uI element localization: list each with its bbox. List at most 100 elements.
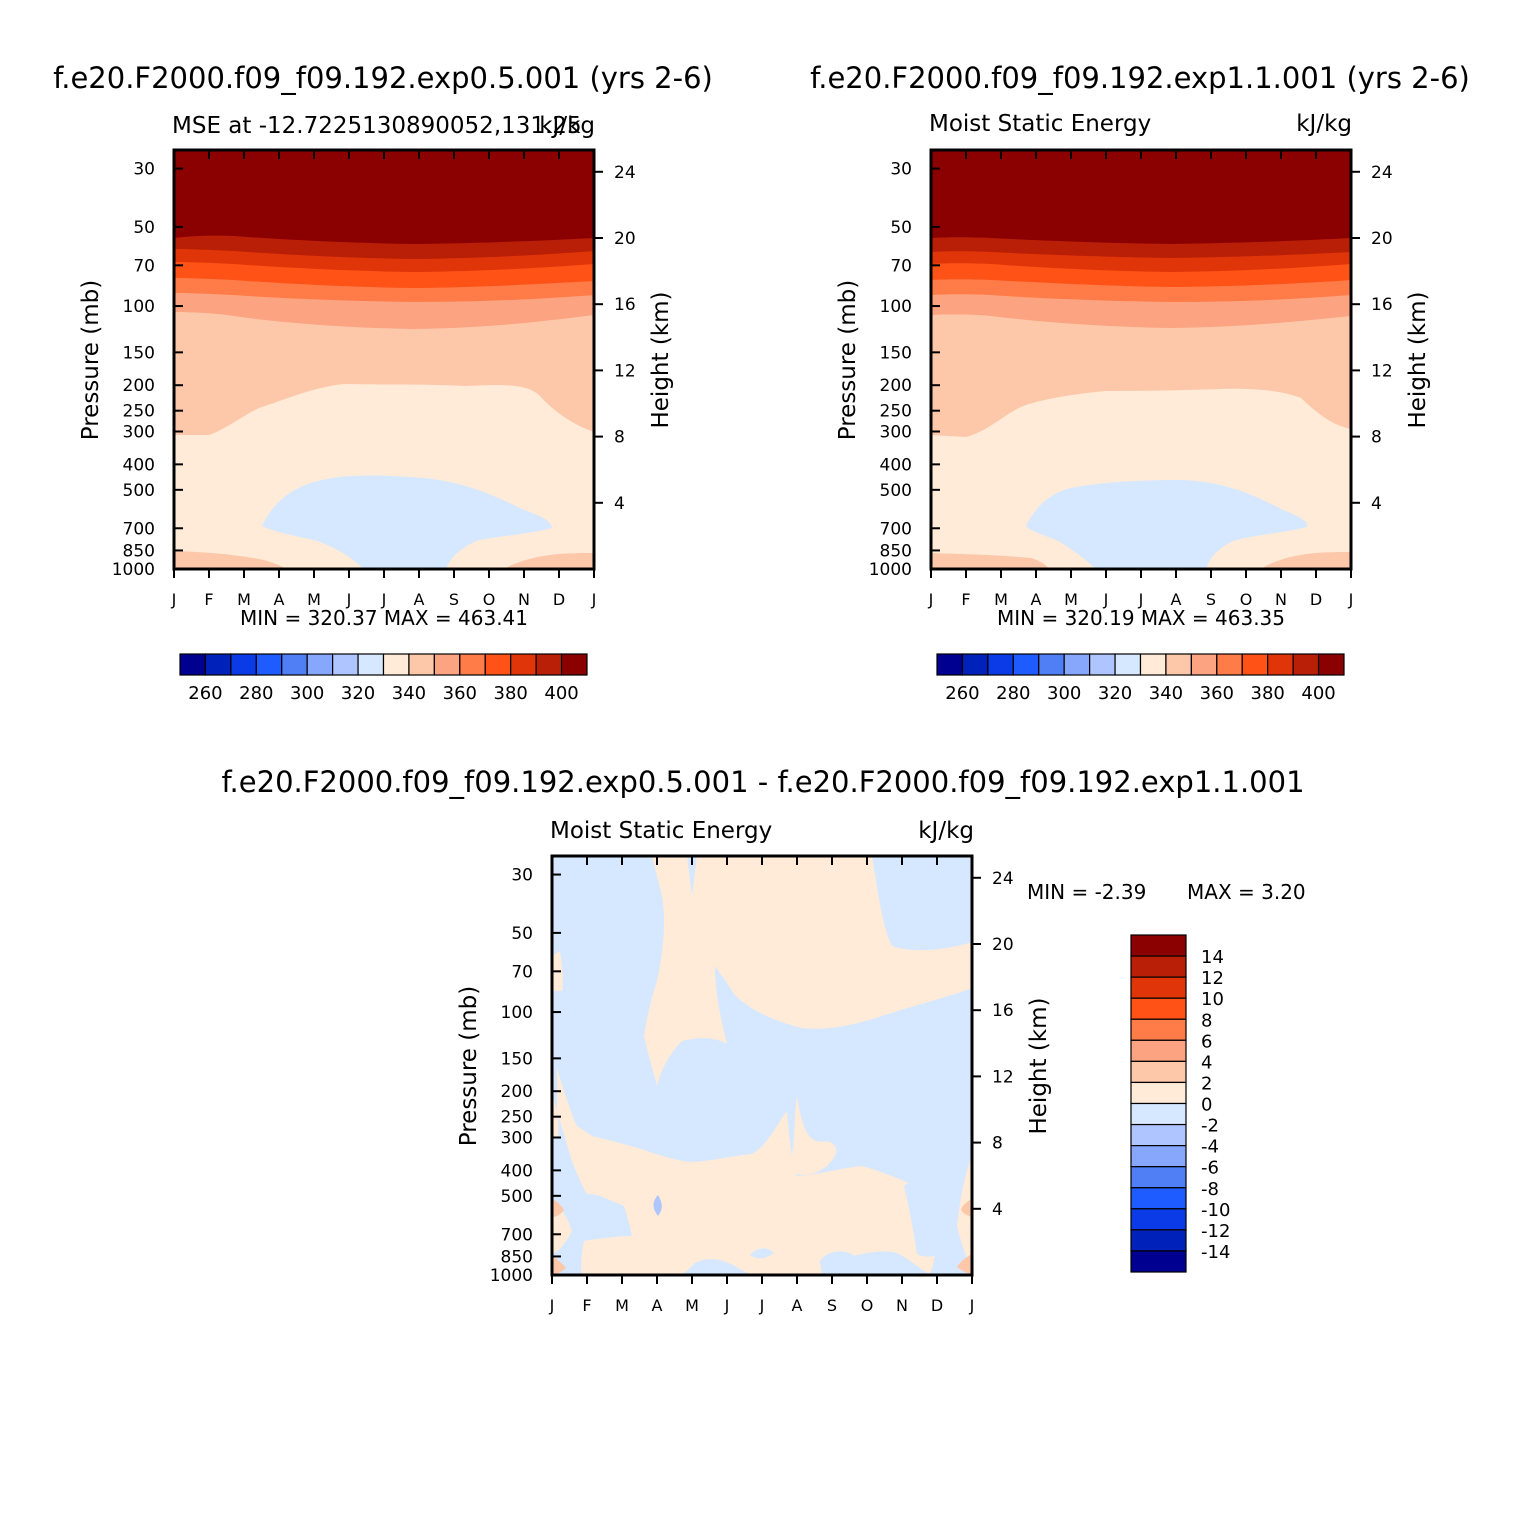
height-tick-label: 12 [992, 1067, 1014, 1087]
month-tick-label: A [274, 590, 285, 609]
colorbar-label: -4 [1201, 1137, 1219, 1158]
height-tick-label: 4 [1371, 494, 1382, 514]
panel-2: f.e20.F2000.f09_f09.192.exp1.1.001 (yrs … [810, 61, 1470, 704]
colorbar-swatch [936, 653, 964, 676]
colorbar-swatch [1130, 955, 1187, 978]
height-tick-label: 16 [992, 1001, 1014, 1021]
height-tick-label: 20 [614, 229, 636, 249]
colorbar-swatch [1012, 653, 1040, 676]
panel-2-colorbar: 260 280 300 320 340 360 380 400 [936, 653, 1345, 704]
colorbar-swatch [408, 653, 435, 676]
pressure-tick-label: 500 [880, 481, 912, 501]
colorbar-swatch [382, 653, 410, 676]
colorbar-label: 360 [1200, 683, 1234, 704]
pressure-tick-label: 400 [880, 455, 912, 475]
panel-2-ylabel: Pressure (mb) [835, 280, 861, 440]
panel-3: f.e20.F2000.f09_f09.192.exp0.5.001 - f.e… [221, 765, 1305, 1315]
colorbar-swatch [1038, 653, 1065, 676]
colorbar-swatch [1241, 653, 1269, 676]
pressure-tick-label: 300 [501, 1129, 533, 1149]
pressure-tick-label: 250 [501, 1108, 533, 1128]
pressure-tick-label: 500 [123, 481, 155, 501]
month-tick-label: N [1275, 590, 1287, 609]
colorbar-swatch [459, 653, 486, 676]
pressure-tick-label: 100 [501, 1003, 533, 1023]
month-tick-label: O [1240, 590, 1253, 609]
colorbar-label: -14 [1201, 1242, 1230, 1263]
colorbar-swatch [1130, 1250, 1187, 1273]
panel-2-subtitle-left: Moist Static Energy [929, 111, 1151, 137]
height-tick-label: 4 [614, 494, 625, 514]
pressure-tick-label: 200 [501, 1082, 533, 1102]
month-tick-label: A [652, 1296, 663, 1315]
panel-3-title: f.e20.F2000.f09_f09.192.exp0.5.001 - f.e… [221, 765, 1304, 799]
panel-3-ylabel: Pressure (mb) [456, 986, 482, 1146]
colorbar-swatch [1292, 653, 1320, 676]
colorbar-label: 280 [239, 683, 273, 704]
panel-1-colorbar: 260 280 300 320 340 360 380 400 [179, 653, 588, 704]
colorbar-swatch [1216, 653, 1243, 676]
pressure-tick-label: 250 [880, 402, 912, 422]
height-tick-label: 8 [992, 1134, 1003, 1154]
panel-1: f.e20.F2000.f09_f09.192.exp0.5.001 (yrs … [53, 61, 713, 704]
panel-2-contour-field [931, 150, 1351, 569]
pressure-tick-label: 100 [123, 297, 155, 317]
month-tick-label: N [518, 590, 530, 609]
colorbar-label: 360 [443, 683, 477, 704]
colorbar-label: 8 [1201, 1010, 1212, 1031]
month-tick-label: J [1348, 590, 1354, 609]
height-tick-label: 8 [1371, 428, 1382, 448]
pressure-tick-label: 50 [133, 218, 155, 238]
month-tick-label: J [724, 1296, 730, 1315]
colorbar-label: 280 [996, 683, 1030, 704]
colorbar-swatch [1130, 1081, 1187, 1105]
colorbar-swatch [1114, 653, 1142, 676]
height-tick-label: 20 [992, 935, 1014, 955]
height-tick-label: 24 [992, 869, 1014, 889]
colorbar-swatch [230, 653, 257, 676]
pressure-tick-label: 200 [880, 376, 912, 396]
height-tick-label: 16 [614, 295, 636, 315]
colorbar-swatch [1130, 1060, 1187, 1084]
pressure-tick-label: 1000 [112, 560, 155, 580]
colorbar-label: 320 [341, 683, 375, 704]
colorbar-swatch [1165, 653, 1192, 676]
panel-2-title: f.e20.F2000.f09_f09.192.exp1.1.001 (yrs … [810, 61, 1470, 95]
panel-1-subtitle-right: kJ/kg [539, 113, 595, 139]
month-tick-label: J [969, 1296, 975, 1315]
pressure-tick-label: 200 [123, 376, 155, 396]
pressure-tick-label: 300 [123, 423, 155, 443]
colorbar-label: 10 [1201, 989, 1224, 1010]
pressure-tick-label: 30 [511, 866, 533, 886]
month-tick-label: M [615, 1296, 629, 1315]
height-tick-label: 24 [614, 163, 636, 183]
colorbar-label: 300 [290, 683, 324, 704]
month-tick-label: J [1103, 590, 1109, 609]
month-tick-label: D [931, 1296, 943, 1315]
panel-3-stats-max: MAX = 3.20 [1187, 880, 1306, 904]
panel-2-stats: MIN = 320.19 MAX = 463.35 [997, 606, 1285, 630]
month-tick-label: D [1310, 590, 1322, 609]
month-tick-label: O [483, 590, 496, 609]
colorbar-swatch [484, 653, 512, 676]
panel-3-subtitle-right: kJ/kg [918, 818, 974, 844]
colorbar-swatch [535, 653, 563, 676]
pressure-tick-label: 500 [501, 1187, 533, 1207]
colorbar-swatch [1063, 653, 1091, 676]
pressure-tick-label: 850 [123, 541, 155, 561]
colorbar-label: 380 [494, 683, 528, 704]
colorbar-label: 6 [1201, 1031, 1212, 1052]
month-tick-label: M [237, 590, 251, 609]
colorbar-swatch [1317, 653, 1345, 676]
colorbar-swatch [306, 653, 334, 676]
colorbar-label: -6 [1201, 1158, 1219, 1179]
pressure-tick-label: 850 [501, 1247, 533, 1267]
colorbar-label: 380 [1251, 683, 1285, 704]
colorbar-label: -12 [1201, 1221, 1230, 1242]
pressure-tick-label: 700 [501, 1225, 533, 1245]
colorbar-swatch [1130, 1039, 1187, 1062]
colorbar-swatch [1130, 1123, 1187, 1147]
colorbar-swatch [281, 653, 308, 676]
